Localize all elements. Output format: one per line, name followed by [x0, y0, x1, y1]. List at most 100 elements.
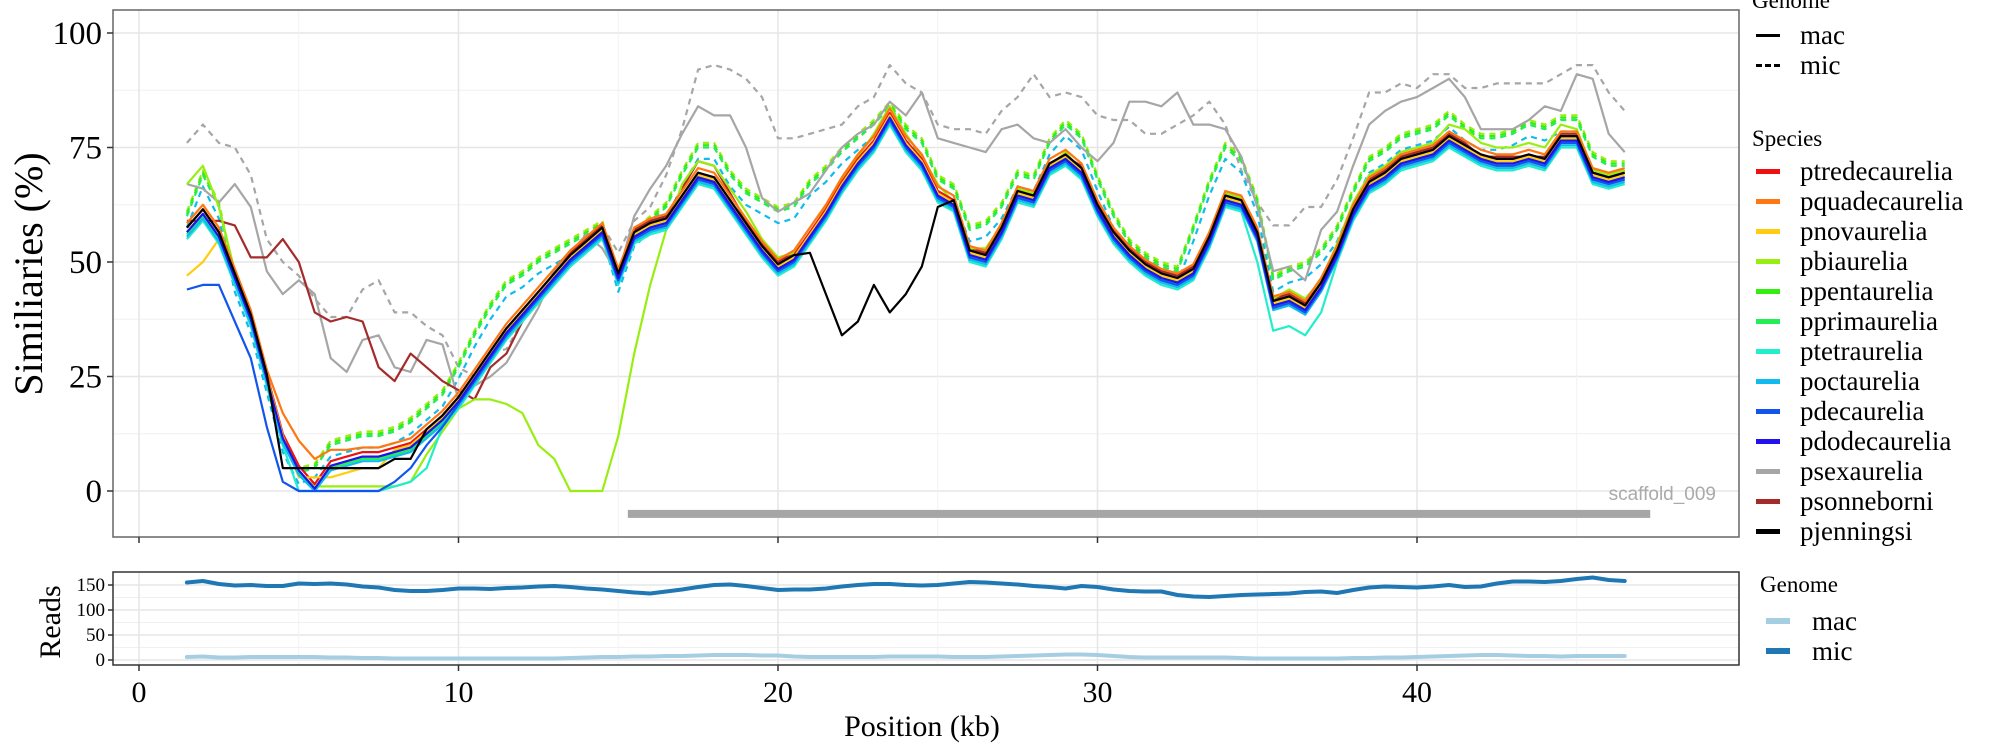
species-color-key-icon — [1756, 318, 1780, 324]
legend-item-reads-mic: mic — [1760, 636, 1857, 666]
dashed-line-key-icon — [1756, 63, 1780, 67]
legend-label: psexaurelia — [1800, 455, 1923, 486]
similarity-y-axis-label: Similiaries (%) — [6, 152, 51, 395]
legend-label: ptetraurelia — [1800, 335, 1923, 366]
legend-title-species: Species — [1752, 126, 1823, 151]
legend-title-reads-genome: Genome — [1760, 572, 1838, 597]
legend-item-pdodecaurelia: pdodecaurelia — [1752, 426, 1963, 456]
legend-label: ppentaurelia — [1800, 275, 1934, 306]
legend-item-ptetraurelia: ptetraurelia — [1752, 336, 1963, 366]
mac-color-key-icon — [1766, 618, 1790, 624]
species-color-key-icon — [1756, 468, 1780, 474]
solid-line-key-icon — [1756, 33, 1780, 37]
legend-item-mic: mic — [1752, 50, 1845, 80]
reads-genome-legend: Genome mac mic — [1760, 572, 1857, 666]
legend-label: pquadecaurelia — [1800, 185, 1964, 216]
similarity-y-axis: 0 25 50 75 100 — [53, 16, 113, 510]
species-legend: Species ptredecaurelia pquadecaurelia pnov… — [1752, 126, 1963, 546]
legend-item-pprimaurelia: pprimaurelia — [1752, 306, 1963, 336]
y-tick-label: 75 — [69, 131, 102, 167]
x-tick-label: 40 — [1402, 676, 1432, 709]
species-color-key-icon — [1756, 198, 1780, 204]
legend-label: mic — [1812, 635, 1853, 666]
legend-item-reads-mac: mac — [1760, 606, 1857, 636]
legend-item-mac: mac — [1752, 20, 1845, 50]
genome-linetype-legend: Genome mac mic — [1752, 0, 1845, 80]
species-color-key-icon — [1756, 288, 1780, 294]
series-line-pdecaurelia-mac — [186, 118, 1625, 493]
species-color-key-icon — [1756, 438, 1780, 444]
species-color-key-icon — [1756, 348, 1780, 354]
legend-item-psonneborni: psonneborni — [1752, 486, 1963, 516]
series-line-ptetraurelia-mac — [186, 123, 1626, 493]
legend-item-ppentaurelia: ppentaurelia — [1752, 276, 1963, 306]
y-tick-label: 150 — [77, 575, 106, 596]
legend-item-pnovaurelia: pnovaurelia — [1752, 216, 1963, 246]
scaffold-label: scaffold_009 — [1609, 484, 1716, 505]
species-color-key-icon — [1756, 228, 1780, 234]
x-axis: 0 10 20 30 40 — [132, 665, 1432, 709]
legend-label: mac — [1812, 605, 1857, 636]
scaffold-bar — [627, 509, 1651, 518]
reads-series — [184, 575, 1627, 661]
series-line-pprimaurelia-mic — [185, 105, 1625, 474]
similarity-panel-background — [113, 10, 1739, 537]
series-line-poctaurelia-mac — [186, 121, 1625, 493]
series-line-psexaurelia-mic — [186, 63, 1626, 378]
legend-label: pdecaurelia — [1800, 395, 1925, 426]
legend-item-pbiaurelia: pbiaurelia — [1752, 246, 1963, 276]
reads-line-mac — [184, 652, 1627, 661]
y-tick-label: 50 — [86, 625, 105, 646]
x-axis-label: Position (kb) — [844, 710, 1000, 743]
y-tick-label: 100 — [77, 600, 106, 621]
species-color-key-icon — [1756, 408, 1780, 414]
series-line-pjenningsi-mac — [186, 135, 1626, 470]
series-line-ppentaurelia-mic — [185, 102, 1625, 472]
similarity-panel-border — [112, 9, 1740, 538]
legend-title-genome: Genome — [1752, 0, 1830, 13]
reads-line-mic — [184, 575, 1627, 599]
reads-panel-border — [112, 571, 1740, 666]
x-tick-label: 10 — [444, 676, 474, 709]
legend-label: pjenningsi — [1800, 515, 1913, 546]
species-color-key-icon — [1756, 378, 1780, 384]
legend-item-poctaurelia: poctaurelia — [1752, 366, 1963, 396]
legend-label: pprimaurelia — [1800, 305, 1938, 336]
reads-y-axis-label: Reads — [34, 585, 67, 658]
legend-label: pdodecaurelia — [1800, 425, 1952, 456]
y-tick-label: 25 — [69, 360, 102, 396]
legend-item-psexaurelia: psexaurelia — [1752, 456, 1963, 486]
y-tick-label: 0 — [96, 650, 106, 671]
x-tick-label: 20 — [763, 676, 793, 709]
legend-label: poctaurelia — [1800, 365, 1920, 396]
species-color-key-icon — [1756, 258, 1780, 264]
y-tick-label: 0 — [86, 474, 103, 510]
similarity-panel: scaffold_009 0 25 50 75 100 Similiaries (%) — [6, 9, 1740, 543]
reads-y-axis: 0 50 100 150 — [77, 575, 113, 671]
similarity-series — [185, 63, 1626, 493]
mic-color-key-icon — [1766, 648, 1790, 654]
series-line-pbiaurelia-mac — [186, 105, 1626, 493]
legend-item-pquadecaurelia: pquadecaurelia — [1752, 186, 1963, 216]
legend-label: pnovaurelia — [1800, 215, 1928, 246]
x-tick-label: 0 — [132, 676, 147, 709]
species-color-key-icon — [1756, 498, 1780, 504]
reads-panel: 0 50 100 150 0 10 20 30 40 Reads Position (kb) — [34, 571, 1740, 743]
legend-label: psonneborni — [1800, 485, 1934, 516]
series-line-psexaurelia-mac — [186, 73, 1626, 401]
series-line-pbiaurelia-mic — [185, 100, 1625, 470]
legend-item-ptredecaurelia: ptredecaurelia — [1752, 156, 1963, 186]
y-tick-label: 50 — [69, 245, 102, 281]
series-line-pquadecaurelia-mac — [186, 107, 1626, 460]
x-tick-label: 30 — [1083, 676, 1113, 709]
legend-item-pdecaurelia: pdecaurelia — [1752, 396, 1963, 426]
species-color-key-icon — [1756, 528, 1780, 534]
series-line-pdodecaurelia-mac — [186, 116, 1626, 490]
similarity-x-ticks — [138, 537, 1418, 543]
legend-label: pbiaurelia — [1800, 245, 1908, 276]
legend-item-pjenningsi: pjenningsi — [1752, 516, 1963, 546]
species-color-key-icon — [1756, 168, 1780, 174]
y-tick-label: 100 — [53, 16, 103, 52]
legend-label: mac — [1800, 19, 1845, 50]
